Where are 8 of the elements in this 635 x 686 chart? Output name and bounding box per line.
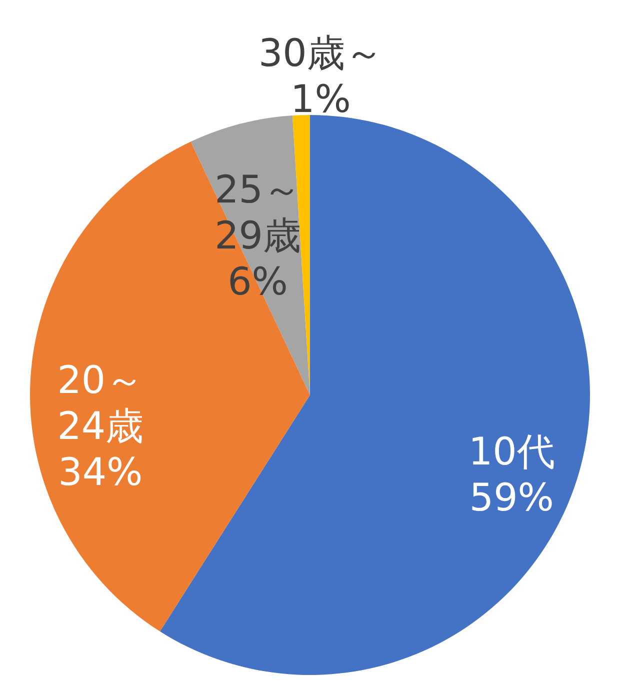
data-label: 34% xyxy=(58,450,143,494)
pie-slice xyxy=(160,115,590,675)
slice-label: 30歳～ xyxy=(258,31,383,76)
pie-slice xyxy=(30,142,310,632)
data-label: 1% xyxy=(290,77,351,122)
data-label: 59% xyxy=(469,476,554,520)
slice-label: 20～24歳 xyxy=(57,358,144,448)
slice-label: 10代 xyxy=(468,430,555,474)
